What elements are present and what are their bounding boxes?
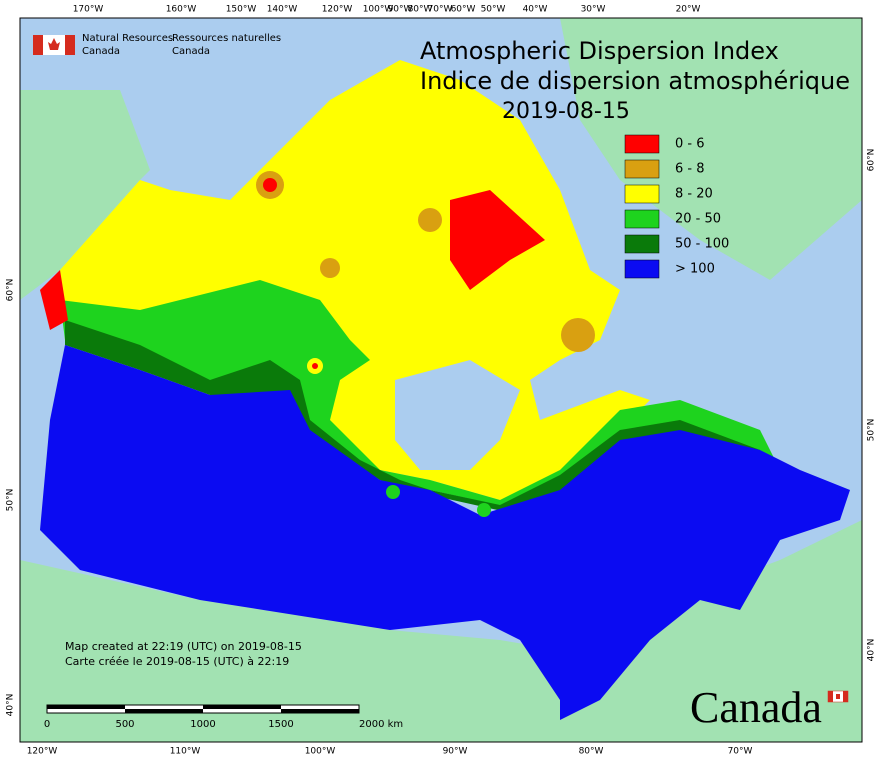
longitude-label: 40°W — [523, 5, 548, 15]
longitude-label: 30°W — [581, 5, 606, 15]
legend-label: 20 - 50 — [675, 212, 721, 227]
org-name: Canada — [172, 46, 210, 57]
zone-50-100 — [65, 320, 760, 515]
legend-swatch — [624, 209, 660, 229]
longitude-label: 80°W — [408, 5, 433, 15]
legend-swatch — [624, 184, 660, 204]
credit: Carte créée le 2019-08-15 (UTC) à 22:19 — [65, 655, 289, 668]
longitude-label: 100°W — [363, 5, 394, 15]
scale-label: 0 — [44, 719, 50, 730]
latitude-label: 50°N — [867, 419, 877, 442]
legend-swatch — [624, 159, 660, 179]
maple-leaf — [48, 38, 60, 50]
zone-over-100 — [40, 345, 850, 720]
canada-wordmark: Canada — [690, 683, 822, 732]
title: Indice de dispersion atmosphérique — [420, 67, 850, 95]
spot — [320, 258, 340, 278]
flag-band — [828, 691, 833, 702]
legend-label: 50 - 100 — [675, 237, 729, 252]
nrcan-logo: Natural Resources Canada Ressources natu… — [33, 33, 281, 57]
longitude-label: 110°W — [170, 747, 201, 757]
scale-label: 2000 km — [359, 719, 403, 730]
longitude-label: 90°W — [388, 5, 413, 15]
scale-seg — [47, 705, 125, 709]
longitude-label: 140°W — [267, 5, 298, 15]
spot — [386, 485, 400, 499]
usa — [20, 520, 862, 742]
org-name: Ressources naturelles — [172, 33, 281, 44]
flag-band — [843, 691, 848, 702]
legend-label: > 100 — [675, 262, 715, 277]
maple-leaf — [836, 694, 840, 699]
legend-label: 0 - 6 — [675, 137, 705, 152]
longitude-label: 170°W — [73, 5, 104, 15]
longitude-label: 20°W — [676, 5, 701, 15]
longitude-label: 150°W — [226, 5, 257, 15]
spot — [312, 363, 318, 369]
spot — [263, 178, 277, 192]
latitude-label: 40°N — [867, 639, 877, 662]
flag-band — [65, 35, 75, 55]
legend-swatch — [624, 234, 660, 254]
latitude-label: 60°N — [6, 279, 16, 302]
alaska — [20, 90, 150, 300]
latitude-label: 60°N — [867, 149, 877, 172]
wordmark: Canada — [690, 683, 849, 732]
date: 2019-08-15 — [502, 99, 630, 124]
greenland — [560, 18, 862, 280]
scale-seg — [125, 709, 203, 713]
latitude-label: 40°N — [6, 694, 16, 717]
longitude-label: 90°W — [443, 747, 468, 757]
frame — [19, 17, 863, 743]
spot — [561, 318, 595, 352]
scale-seg — [203, 705, 281, 709]
zone-0-6 — [450, 190, 545, 290]
org-name: Canada — [82, 46, 120, 57]
scale-label: 500 — [115, 719, 134, 730]
longitude-label: 60°W — [451, 5, 476, 15]
legend: 0 - 6 6 - 8 8 - 20 20 - 50 50 - 100 > 100 — [624, 134, 729, 279]
org-name: Natural Resources — [82, 33, 173, 44]
longitude-label: 100°W — [305, 747, 336, 757]
legend-label: 6 - 8 — [675, 162, 705, 177]
legend-swatch — [624, 134, 660, 154]
longitude-label: 80°W — [579, 747, 604, 757]
legend-label: 8 - 20 — [675, 187, 713, 202]
title: Atmospheric Dispersion Index — [420, 37, 779, 65]
spot — [40, 270, 68, 330]
hudson-bay — [395, 360, 520, 470]
credit: Map created at 22:19 (UTC) on 2019-08-15 — [65, 640, 302, 653]
scale-seg — [281, 709, 359, 713]
longitude-label: 70°W — [728, 747, 753, 757]
longitude-label: 160°W — [166, 5, 197, 15]
scale-label: 1000 — [190, 719, 215, 730]
longitude-label: 120°W — [322, 5, 353, 15]
longitude-label: 50°W — [481, 5, 506, 15]
longitude-label: 120°W — [27, 747, 58, 757]
scale-label: 1500 — [268, 719, 293, 730]
flag-band — [33, 35, 43, 55]
latitude-label: 50°N — [6, 489, 16, 512]
spot — [418, 208, 442, 232]
map — [20, 18, 862, 742]
longitude-label: 70°W — [428, 5, 453, 15]
legend-swatch — [624, 259, 660, 279]
scale-bar: 0 500 1000 1500 2000 km — [44, 704, 403, 730]
spot — [477, 503, 491, 517]
